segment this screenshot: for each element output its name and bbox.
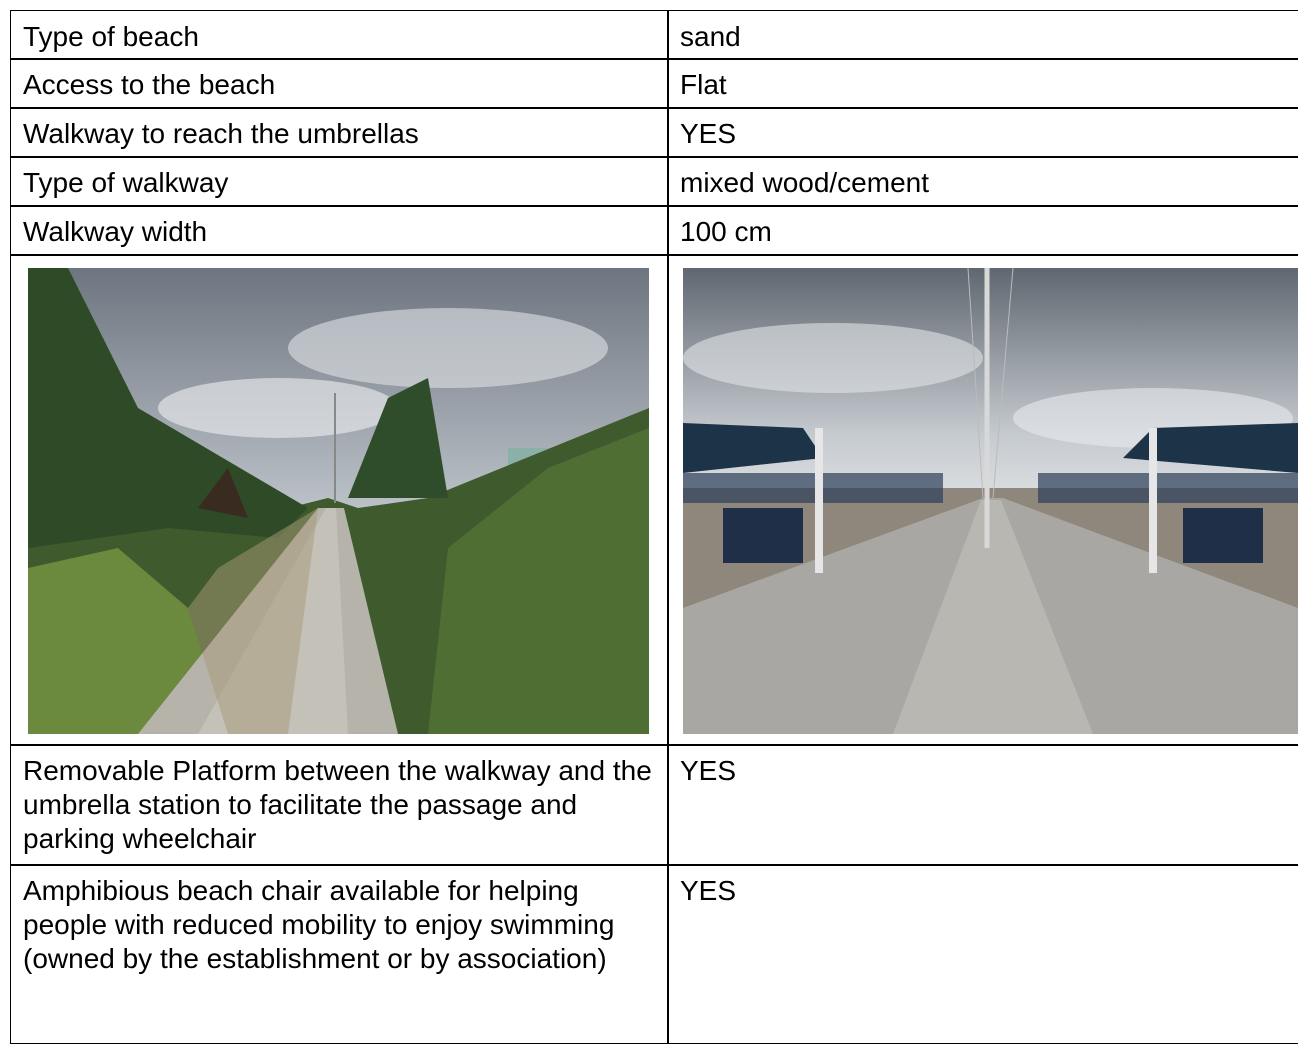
value-cell: 100 cm [667, 205, 1298, 256]
label-cell: Access to the beach [10, 58, 669, 109]
value-cell: mixed wood/cement [667, 156, 1298, 207]
value-cell: YES [667, 107, 1298, 158]
label-cell: Type of walkway [10, 156, 669, 207]
value-cell: Flat [667, 58, 1298, 109]
photo-beach [683, 268, 1298, 734]
label-cell: Amphibious beach chair available for hel… [10, 864, 669, 1044]
photo-path [28, 268, 649, 734]
page: Type of beach sand Access to the beach F… [0, 0, 1298, 1023]
label-cell: Walkway width [10, 205, 669, 256]
label-cell: Type of beach [10, 10, 669, 60]
value-cell: YES [667, 744, 1298, 866]
label-cell: Removable Platform between the walkway a… [10, 744, 669, 866]
label-cell: Walkway to reach the umbrellas [10, 107, 669, 158]
value-cell: YES [667, 864, 1298, 1044]
value-cell: sand [667, 10, 1298, 60]
